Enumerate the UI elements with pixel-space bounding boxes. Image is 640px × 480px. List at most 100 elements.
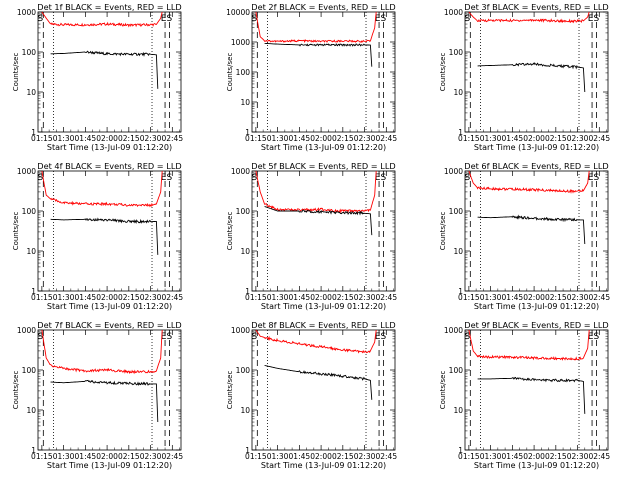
x-tick-label: 02:45 bbox=[588, 293, 610, 302]
marker-label: S bbox=[465, 14, 471, 24]
marker-label: S bbox=[167, 14, 173, 24]
marker-label: E bbox=[588, 173, 594, 183]
x-tick-label: 01:45 bbox=[502, 293, 524, 302]
x-tick-label: 01:30 bbox=[480, 134, 502, 143]
marker-label: E bbox=[161, 14, 167, 24]
x-tick-label: 02:15 bbox=[545, 134, 567, 143]
x-tick-label: 02:45 bbox=[161, 452, 183, 461]
x-tick-label: 02:30 bbox=[354, 293, 376, 302]
y-tick-label: 100 bbox=[22, 207, 37, 216]
x-tick-label: 01:30 bbox=[53, 452, 75, 461]
x-tick-label: 02:30 bbox=[140, 134, 162, 143]
x-tick-label: 02:00 bbox=[310, 452, 332, 461]
plot-frame bbox=[37, 170, 182, 292]
y-axis-label: Counts/sec bbox=[12, 212, 20, 251]
marker-label: S bbox=[594, 173, 600, 183]
y-tick-label: 10 bbox=[240, 247, 250, 256]
x-axis-label: Start Time (13-Jul-09 01:12:20) bbox=[474, 461, 599, 470]
y-axis-label: Counts/sec bbox=[439, 371, 447, 410]
y-axis-label: Counts/sec bbox=[439, 212, 447, 251]
x-tick-label: 01:15 bbox=[458, 293, 480, 302]
lld-series-line bbox=[468, 11, 590, 24]
marker-label: S bbox=[252, 173, 258, 183]
y-tick-label: 10 bbox=[453, 406, 463, 415]
marker-label: S bbox=[167, 173, 173, 183]
y-tick-label: 10 bbox=[240, 98, 250, 107]
x-tick-label: 02:00 bbox=[523, 293, 545, 302]
y-tick-label: 10 bbox=[240, 406, 250, 415]
x-tick-label: 02:30 bbox=[140, 293, 162, 302]
y-tick-label: 1000 bbox=[231, 167, 250, 176]
y-tick-label: 10 bbox=[453, 88, 463, 97]
events-series-line bbox=[477, 214, 586, 245]
marker-label: S bbox=[594, 332, 600, 342]
x-tick-label: 02:15 bbox=[332, 134, 354, 143]
x-tick-label: 01:30 bbox=[267, 452, 289, 461]
y-axis-label: Counts/sec bbox=[226, 212, 234, 251]
y-tick-label: 100 bbox=[449, 207, 464, 216]
x-tick-label: 02:00 bbox=[310, 134, 332, 143]
marker-label: S bbox=[381, 173, 387, 183]
y-tick-label: 1 bbox=[31, 128, 36, 137]
lld-series-line bbox=[468, 329, 590, 361]
x-tick-label: 01:30 bbox=[53, 293, 75, 302]
detector-panel-9: Det 9f BLACK = Events, RED = LLD 1 10 100 10… bbox=[439, 320, 610, 470]
x-tick-label: 01:30 bbox=[480, 293, 502, 302]
x-tick-label: 02:00 bbox=[523, 452, 545, 461]
plot-frame bbox=[251, 329, 396, 451]
y-tick-label: 100 bbox=[22, 366, 37, 375]
y-tick-label: 1000 bbox=[231, 38, 250, 47]
y-tick-label: 1000 bbox=[17, 167, 36, 176]
x-tick-label: 02:30 bbox=[140, 452, 162, 461]
x-tick-label: 02:45 bbox=[161, 134, 183, 143]
x-axis-label: Start Time (13-Jul-09 01:12:20) bbox=[47, 461, 172, 470]
detector-panel-5: Det 5f BLACK = Events, RED = LLD 1 10 100 10… bbox=[226, 161, 397, 311]
lld-series-line bbox=[255, 11, 377, 44]
x-tick-label: 01:15 bbox=[31, 134, 53, 143]
x-tick-label: 02:30 bbox=[567, 452, 589, 461]
detector-panel-7: Det 7f BLACK = Events, RED = LLD 1 10 100 10… bbox=[12, 320, 183, 470]
panel-title: Det 5f BLACK = Events, RED = LLD bbox=[251, 161, 395, 171]
events-series-line bbox=[264, 364, 373, 400]
x-tick-label: 01:15 bbox=[245, 134, 267, 143]
detector-panel-3: Det 3f BLACK = Events, RED = LLD 1 10 100 10… bbox=[439, 2, 610, 152]
x-tick-label: 02:30 bbox=[567, 134, 589, 143]
marker-label: S bbox=[381, 332, 387, 342]
marker-label: S bbox=[38, 14, 44, 24]
y-tick-label: 1000 bbox=[231, 326, 250, 335]
x-tick-label: 02:30 bbox=[354, 134, 376, 143]
x-tick-label: 01:30 bbox=[480, 452, 502, 461]
plot-frame bbox=[37, 329, 182, 451]
y-tick-label: 100 bbox=[22, 48, 37, 57]
x-axis-label: Start Time (13-Jul-09 01:12:20) bbox=[261, 461, 386, 470]
x-tick-label: 01:45 bbox=[502, 452, 524, 461]
y-tick-label: 1000 bbox=[17, 326, 36, 335]
y-axis-label: Counts/sec bbox=[226, 53, 234, 92]
events-series-line bbox=[264, 42, 373, 67]
y-axis-label: Counts/sec bbox=[226, 371, 234, 410]
lld-series-line bbox=[41, 329, 163, 375]
panel-title: Det 9f BLACK = Events, RED = LLD bbox=[464, 320, 608, 330]
marker-label: E bbox=[375, 173, 381, 183]
x-tick-label: 02:15 bbox=[118, 452, 140, 461]
marker-label: S bbox=[167, 332, 173, 342]
panel-title: Det 2f BLACK = Events, RED = LLD bbox=[251, 2, 395, 12]
marker-label: S bbox=[465, 332, 471, 342]
x-tick-label: 01:45 bbox=[502, 134, 524, 143]
x-tick-label: 01:30 bbox=[53, 134, 75, 143]
x-tick-label: 01:45 bbox=[75, 452, 97, 461]
marker-label: E bbox=[588, 332, 594, 342]
plot-frame bbox=[464, 11, 609, 133]
x-tick-label: 01:45 bbox=[289, 293, 311, 302]
y-tick-label: 1000 bbox=[444, 167, 463, 176]
panel-title: Det 4f BLACK = Events, RED = LLD bbox=[37, 161, 181, 171]
x-tick-label: 02:45 bbox=[375, 293, 397, 302]
x-tick-label: 01:15 bbox=[31, 452, 53, 461]
x-axis-label: Start Time (13-Jul-09 01:12:20) bbox=[47, 302, 172, 311]
y-axis-label: Counts/sec bbox=[439, 53, 447, 92]
x-tick-label: 01:45 bbox=[75, 134, 97, 143]
panel-title: Det 8f BLACK = Events, RED = LLD bbox=[251, 320, 395, 330]
x-tick-label: 01:30 bbox=[267, 134, 289, 143]
events-series-line bbox=[50, 379, 159, 423]
